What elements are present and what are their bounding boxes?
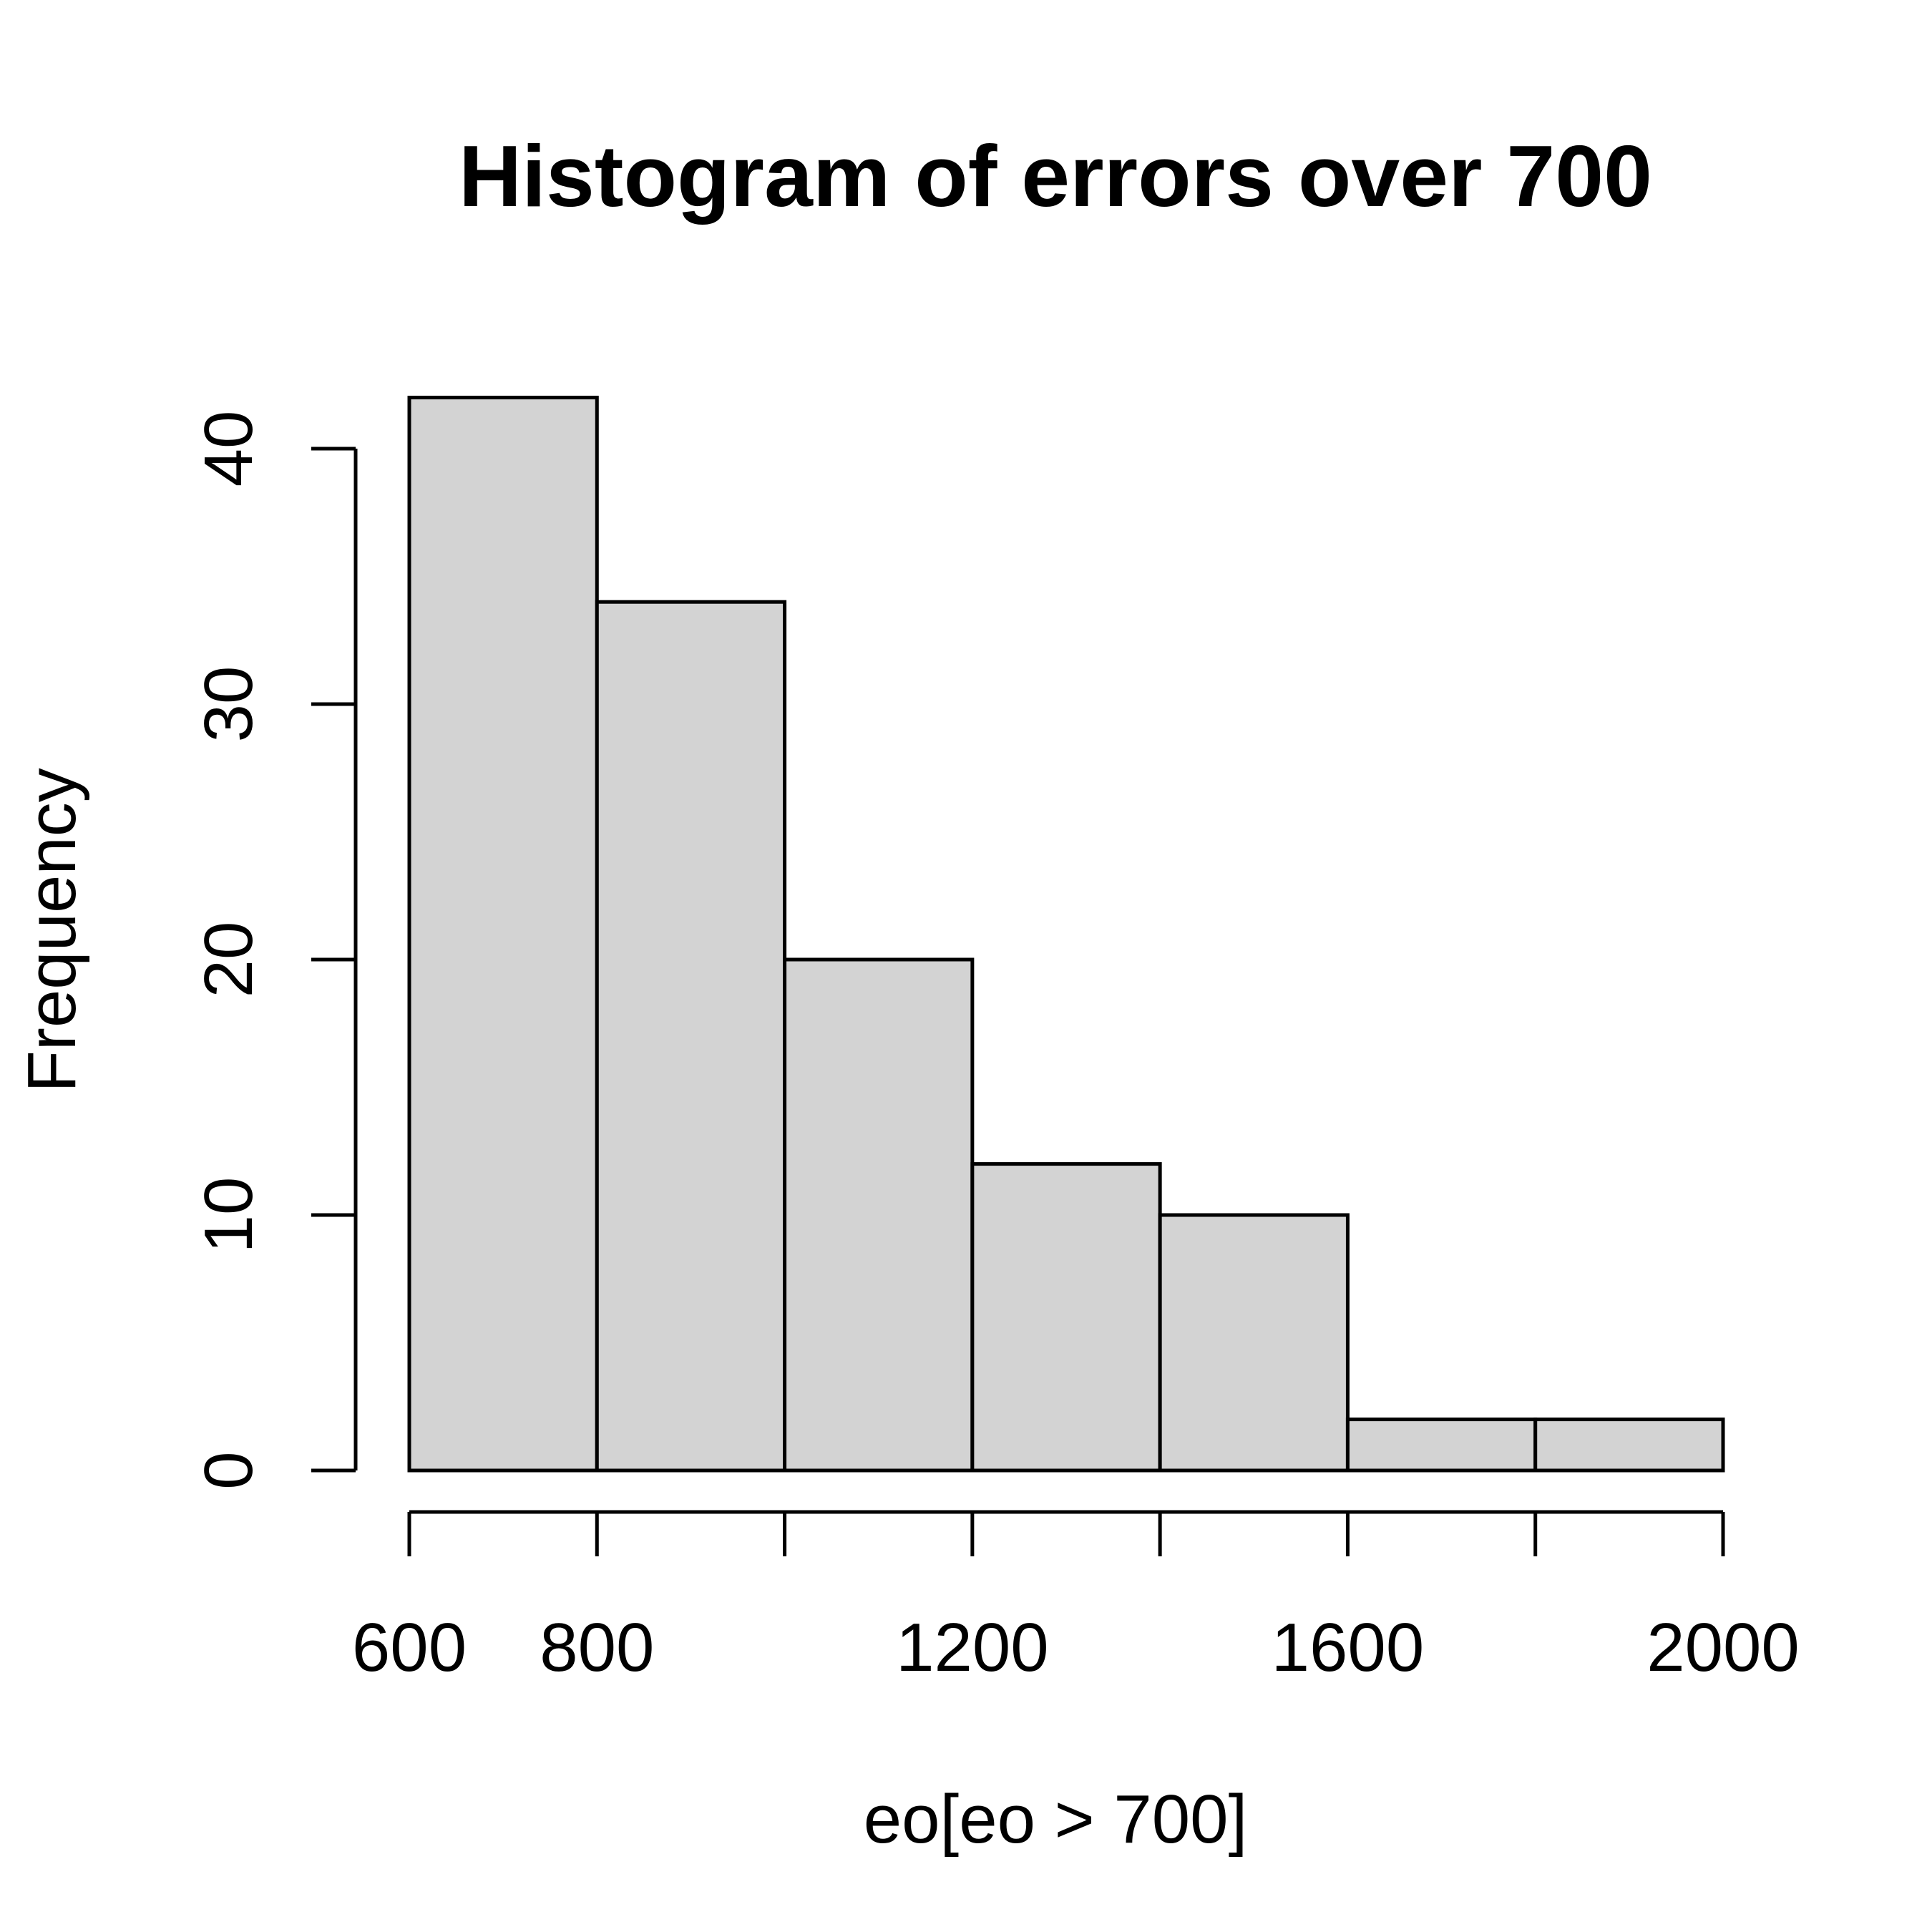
y-axis: 0 10 20 30 40 — [190, 411, 358, 1490]
y-tick-label: 10 — [190, 1177, 267, 1254]
y-tick-label: 0 — [190, 1451, 267, 1489]
y-tick-label: 20 — [190, 922, 267, 998]
x-tick-label: 800 — [540, 1609, 654, 1686]
histogram-bar — [783, 957, 975, 1473]
histogram-bar — [407, 396, 599, 1473]
histogram-bar — [970, 1162, 1162, 1473]
x-tick-label: 1200 — [896, 1609, 1049, 1686]
x-axis-title: eo[eo > 700] — [864, 1781, 1247, 1858]
histogram-bar — [1345, 1418, 1538, 1473]
y-tick-label: 40 — [190, 411, 267, 487]
y-axis-title: Frequency — [14, 768, 90, 1093]
x-tick-label: 600 — [352, 1609, 467, 1686]
bars-group — [407, 396, 1725, 1473]
x-tick-label: 2000 — [1646, 1609, 1800, 1686]
x-axis: 600 800 1200 1600 2000 — [352, 1510, 1800, 1686]
chart-title: Histogram of errors over 700 — [459, 127, 1652, 225]
x-tick-label: 1600 — [1272, 1609, 1425, 1686]
histogram-bar — [595, 600, 787, 1473]
histogram-bar — [1158, 1213, 1350, 1473]
y-tick-label: 30 — [190, 666, 267, 743]
histogram-bar — [1533, 1418, 1725, 1473]
